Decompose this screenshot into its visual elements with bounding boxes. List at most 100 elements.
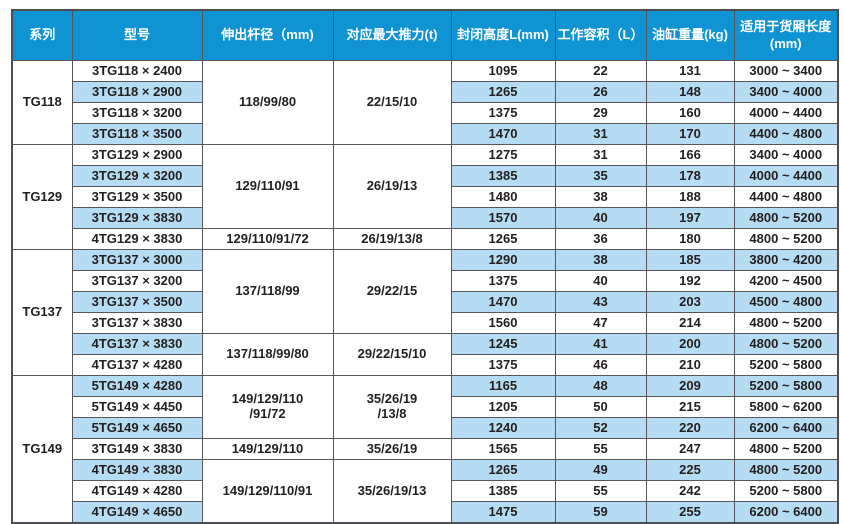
model-cell: 3TG118 × 3500 [71, 123, 203, 145]
box-length-cell: 3400 ~ 4000 [733, 144, 839, 166]
model-cell: 4TG129 × 3830 [71, 228, 203, 250]
working-volume-cell: 31 [554, 144, 647, 166]
rod-diameter-cell: 137/118/99 [201, 249, 334, 334]
table-row: TG137 3TG137 × 3000 137/118/99 29/22/15 1290… [11, 249, 839, 376]
closed-height-cell: 1385 [450, 165, 556, 187]
table-header: 系列 型号 伸出杆径（mm) 对应最大推力(t) 封闭高度L(mm) 工作容积（L） 油缸重… [11, 9, 839, 61]
table-row: 4TG137 × 4280 1375 46 210 5200 ~ 5800 [12, 354, 839, 376]
table-row: TG149 5TG149 × 4280 149/129/110 /91/72 35/2… [11, 375, 839, 524]
max-thrust-cell: 29/22/15/10 [332, 333, 452, 376]
closed-height-cell: 1275 [450, 144, 556, 166]
box-length-cell: 4800 ~ 5200 [733, 438, 839, 460]
working-volume-cell: 47 [554, 312, 647, 334]
model-cell: 4TG149 × 4650 [71, 501, 203, 524]
box-length-cell: 5200 ~ 5800 [733, 375, 839, 397]
working-volume-cell: 46 [554, 354, 647, 376]
table-row: 4TG129 × 3830 129/110/91/72 26/19/13/8 1265… [12, 228, 839, 250]
series-cell: TG118 [11, 60, 73, 145]
cylinder-weight-cell: 166 [645, 144, 735, 166]
closed-height-cell: 1095 [450, 60, 556, 82]
closed-height-cell: 1565 [450, 438, 556, 460]
col-header-box-length: 适用于货厢长度 (mm) [733, 9, 839, 61]
closed-height-cell: 1560 [450, 312, 556, 334]
box-length-cell: 4500 ~ 4800 [733, 291, 839, 313]
box-length-cell: 4800 ~ 5200 [733, 228, 839, 250]
box-length-cell: 4000 ~ 4400 [733, 165, 839, 187]
box-length-cell: 4800 ~ 5200 [733, 459, 839, 481]
cylinder-weight-cell: 170 [645, 123, 735, 145]
model-cell: 3TG137 × 3200 [71, 270, 203, 292]
model-cell: 5TG149 × 4650 [71, 417, 203, 439]
model-cell: 3TG118 × 2900 [71, 81, 203, 103]
max-thrust-cell: 29/22/15 [332, 249, 452, 334]
model-cell: 3TG129 × 3200 [71, 165, 203, 187]
working-volume-cell: 55 [554, 438, 647, 460]
working-volume-cell: 40 [554, 207, 647, 229]
working-volume-cell: 31 [554, 123, 647, 145]
col-header-model: 型号 [71, 9, 203, 61]
cylinder-weight-cell: 180 [645, 228, 735, 250]
working-volume-cell: 43 [554, 291, 647, 313]
closed-height-cell: 1205 [450, 396, 556, 418]
cylinder-weight-cell: 220 [645, 417, 735, 439]
cylinder-weight-cell: 178 [645, 165, 735, 187]
model-cell: 3TG118 × 3200 [71, 102, 203, 124]
working-volume-cell: 38 [554, 249, 647, 271]
rod-diameter-cell: 149/129/110/91 [201, 459, 334, 524]
closed-height-cell: 1165 [450, 375, 556, 397]
closed-height-cell: 1375 [450, 102, 556, 124]
table-row: 4TG149 × 3830 149/129/110/91 35/26/19/13 12… [12, 459, 839, 524]
rod-diameter-cell: 118/99/80 [201, 60, 334, 145]
header-row: 系列 型号 伸出杆径（mm) 对应最大推力(t) 封闭高度L(mm) 工作容积（L） 油缸重… [11, 9, 839, 61]
model-cell: 3TG149 × 3830 [71, 438, 203, 460]
working-volume-cell: 59 [554, 501, 647, 524]
rod-diameter-cell: 129/110/91/72 [201, 228, 334, 250]
closed-height-cell: 1470 [450, 291, 556, 313]
working-volume-cell: 41 [554, 333, 647, 355]
closed-height-cell: 1470 [450, 123, 556, 145]
closed-height-cell: 1375 [450, 354, 556, 376]
series-cell: TG137 [11, 249, 73, 376]
closed-height-cell: 1290 [450, 249, 556, 271]
model-cell: 3TG129 × 3500 [71, 186, 203, 208]
box-length-cell: 5200 ~ 5800 [733, 480, 839, 502]
closed-height-cell: 1375 [450, 270, 556, 292]
working-volume-cell: 22 [554, 60, 647, 82]
closed-height-cell: 1385 [450, 480, 556, 502]
closed-height-cell: 1245 [450, 333, 556, 355]
cylinder-weight-cell: 247 [645, 438, 735, 460]
cylinder-weight-cell: 197 [645, 207, 735, 229]
closed-height-cell: 1570 [450, 207, 556, 229]
rod-diameter-cell: 137/118/99/80 [201, 333, 334, 376]
table-row: 4TG149 × 4650 1475 59 255 6200 ~ 6400 [12, 501, 839, 524]
working-volume-cell: 49 [554, 459, 647, 481]
cylinder-weight-cell: 200 [645, 333, 735, 355]
working-volume-cell: 52 [554, 417, 647, 439]
box-length-cell: 3400 ~ 4000 [733, 81, 839, 103]
col-header-rod-diameter: 伸出杆径（mm) [201, 9, 334, 61]
model-cell: 4TG137 × 3830 [71, 333, 203, 355]
table-row: 3TG129 × 3830 1570 40 197 4800 ~ 5200 [12, 207, 839, 229]
model-cell: 4TG149 × 3830 [71, 459, 203, 481]
box-length-cell: 4800 ~ 5200 [733, 207, 839, 229]
col-header-closed-height: 封闭高度L(mm) [450, 9, 556, 61]
working-volume-cell: 50 [554, 396, 647, 418]
model-cell: 3TG137 × 3000 [71, 249, 203, 271]
spec-table: 系列 型号 伸出杆径（mm) 对应最大推力(t) 封闭高度L(mm) 工作容积（L） 油缸重… [11, 9, 839, 524]
table-row: 3TG129 × 3500 1480 38 188 4400 ~ 4800 [12, 186, 839, 208]
cylinder-weight-cell: 185 [645, 249, 735, 271]
closed-height-cell: 1240 [450, 417, 556, 439]
working-volume-cell: 40 [554, 270, 647, 292]
cylinder-weight-cell: 148 [645, 81, 735, 103]
model-cell: 4TG149 × 4280 [71, 480, 203, 502]
cylinder-weight-cell: 214 [645, 312, 735, 334]
max-thrust-cell: 35/26/19 /13/8 [332, 375, 452, 439]
table-row: 3TG149 × 3830 149/129/110 35/26/19 1565 55 24… [12, 438, 839, 460]
table-row: 4TG149 × 4280 1385 55 242 5200 ~ 5800 [12, 480, 839, 502]
table-row: 5TG149 × 4650 1240 52 220 6200 ~ 6400 [12, 417, 839, 439]
series-cell: TG129 [11, 144, 73, 250]
cylinder-weight-cell: 192 [645, 270, 735, 292]
series-cell: TG149 [11, 375, 73, 524]
rod-diameter-cell: 129/110/91 [201, 144, 334, 229]
box-length-cell: 4800 ~ 5200 [733, 312, 839, 334]
